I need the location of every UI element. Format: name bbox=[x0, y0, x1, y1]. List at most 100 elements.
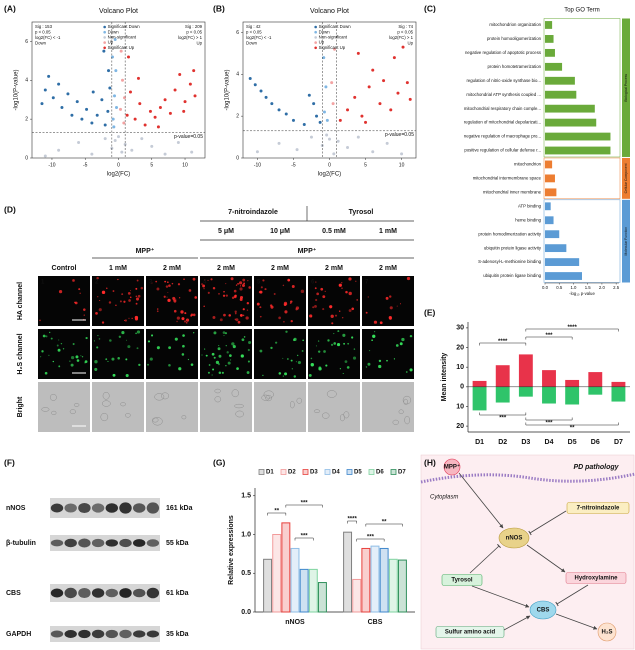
fluorescence-spot bbox=[58, 289, 63, 294]
point bbox=[188, 82, 192, 86]
protein-label: nNOS bbox=[6, 505, 26, 512]
point bbox=[331, 102, 335, 106]
fluorescence-spot bbox=[167, 281, 169, 283]
fluorescence-spot bbox=[98, 338, 101, 340]
fluorescence-spot bbox=[241, 283, 245, 288]
fluorescence-spot bbox=[135, 295, 138, 298]
point bbox=[322, 110, 326, 114]
fluorescence-spot bbox=[341, 281, 343, 284]
point bbox=[330, 81, 334, 85]
y-tick-label: 4 bbox=[236, 72, 239, 78]
arrow bbox=[471, 585, 530, 608]
panel-label: (H) bbox=[424, 457, 436, 467]
blot-band bbox=[119, 502, 132, 514]
fluorescence-spot bbox=[333, 342, 336, 345]
category-label: mitochondrial ATP synthesis coupled ... bbox=[466, 92, 541, 97]
fluorescence-spot bbox=[218, 371, 222, 374]
cell-outline bbox=[398, 409, 404, 415]
fluorescence-spot bbox=[301, 349, 304, 352]
row-label: Bright bbox=[17, 396, 24, 417]
fluorescence-spot bbox=[62, 348, 65, 350]
point bbox=[163, 98, 167, 102]
threshold-label: p-value=0.05 bbox=[385, 132, 414, 138]
fluorescence-spot bbox=[409, 334, 413, 338]
significance-label: *** bbox=[367, 535, 375, 541]
y-tick-label: 0 bbox=[236, 155, 239, 161]
x-tick-label: nNOS bbox=[285, 619, 305, 626]
fluorescence-spot bbox=[180, 310, 184, 314]
point bbox=[176, 140, 180, 144]
fluorescence-spot bbox=[245, 316, 249, 320]
fluorescence-spot bbox=[187, 358, 190, 361]
fluorescence-spot bbox=[231, 296, 235, 299]
point bbox=[80, 117, 84, 121]
point bbox=[318, 120, 322, 124]
blot-band bbox=[50, 588, 64, 598]
blot-band bbox=[91, 588, 105, 598]
point bbox=[264, 95, 268, 99]
node-label: Tyrosol bbox=[451, 578, 473, 584]
cell-outline bbox=[101, 400, 111, 407]
fluorescence-spot bbox=[125, 358, 128, 361]
micrograph bbox=[200, 382, 252, 432]
fluorescence-spot bbox=[345, 290, 348, 294]
point bbox=[295, 148, 299, 152]
fluorescence-spot bbox=[134, 315, 139, 320]
fluorescence-spot bbox=[333, 333, 335, 335]
bar bbox=[361, 547, 371, 613]
fluorescence-spot bbox=[356, 299, 359, 301]
legend-swatch bbox=[368, 469, 375, 475]
image-number: 3 bbox=[149, 280, 153, 286]
fluorescence-spot bbox=[230, 359, 232, 361]
point bbox=[333, 47, 337, 51]
x-tick-label: -5 bbox=[291, 162, 296, 168]
fluorescence-spot bbox=[183, 278, 185, 281]
fluorescence-spot bbox=[401, 337, 405, 342]
micrograph bbox=[38, 276, 90, 326]
fluorescence-spot bbox=[121, 293, 124, 296]
fluorescence-spot bbox=[227, 361, 231, 365]
fluorescence-spot bbox=[168, 284, 171, 287]
fluorescence-spot bbox=[287, 278, 291, 282]
category-label: regulation of mitochondrial depolarizati… bbox=[464, 120, 541, 125]
micrograph bbox=[92, 329, 144, 379]
fluorescence-spot bbox=[202, 284, 206, 288]
category-label: heme binding bbox=[515, 217, 541, 222]
fluorescence-spot bbox=[69, 360, 71, 362]
fluorescence-spot bbox=[236, 367, 239, 370]
y-axis-label: -log10(P-value) bbox=[225, 69, 231, 110]
legend-label: D2 bbox=[288, 470, 296, 476]
fluorescence-spot bbox=[388, 315, 392, 320]
fluorescence-spot bbox=[395, 344, 399, 347]
significance-bracket bbox=[294, 537, 314, 541]
blot-strip bbox=[50, 535, 160, 551]
fluorescence-spot bbox=[97, 335, 99, 337]
blot-band bbox=[50, 539, 64, 547]
fluorescence-spot bbox=[163, 295, 166, 298]
fluorescence-spot bbox=[193, 332, 195, 334]
blot-band bbox=[105, 629, 119, 639]
fluorescence-spot bbox=[156, 308, 159, 310]
cell-outline bbox=[73, 403, 80, 407]
fluorescence-spot bbox=[228, 314, 231, 317]
fluorescence-spot bbox=[259, 349, 263, 353]
fluorescence-spot bbox=[213, 331, 217, 335]
fluorescence-spot bbox=[312, 306, 315, 309]
bar bbox=[317, 582, 327, 613]
fluorescence-spot bbox=[316, 292, 319, 296]
bar bbox=[343, 531, 353, 613]
note-right: log2(FC) > 1 bbox=[389, 35, 414, 40]
fluorescence-spot bbox=[211, 352, 215, 356]
fluorescence-spot bbox=[256, 302, 260, 306]
fluorescence-spot bbox=[44, 371, 48, 375]
blot-band bbox=[119, 538, 132, 548]
category-label: positive regulation of cellular defense … bbox=[464, 148, 541, 153]
fluorescence-spot bbox=[248, 286, 251, 289]
fluorescence-spot bbox=[84, 360, 88, 364]
y-tick-label: 0 bbox=[460, 384, 464, 391]
legend-label: Up bbox=[319, 40, 325, 45]
bar bbox=[545, 230, 560, 239]
legend-label: D3 bbox=[310, 470, 318, 476]
